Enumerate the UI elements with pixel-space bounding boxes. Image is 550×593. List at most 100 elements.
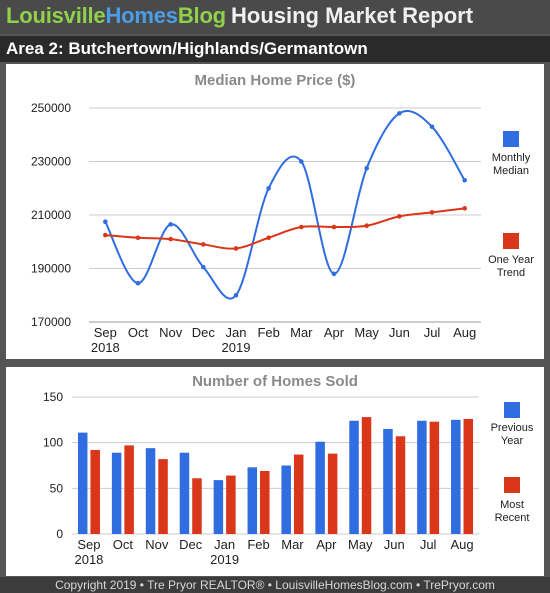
x-tick-label: Nov: [145, 537, 169, 552]
x-tick-label: Nov: [159, 325, 183, 340]
x-tick-label: Jan: [214, 537, 235, 552]
x-tick-label: Jun: [384, 537, 405, 552]
bar-previous-year: [247, 467, 258, 534]
data-point: [135, 280, 141, 286]
x-tick-label: Sep: [94, 325, 117, 340]
bar-most-recent: [463, 418, 474, 534]
bar-most-recent: [90, 449, 100, 534]
data-point: [135, 235, 141, 241]
data-point: [201, 242, 206, 247]
chart-title: Number of Homes Sold: [192, 373, 358, 390]
x-tick-label: Apr: [324, 325, 345, 340]
header-bar: [0, 0, 550, 34]
y-tick-label: 150: [43, 390, 63, 404]
data-point: [462, 206, 467, 211]
x-tick-label: Oct: [128, 325, 149, 340]
x-tick-label: May: [348, 537, 373, 552]
bar-most-recent: [260, 470, 270, 534]
bar-most-recent: [361, 417, 372, 534]
legend-label-monthly-median: Monthly Median: [492, 152, 531, 177]
data-point: [299, 224, 304, 230]
legend-label-previous-year: Previous Year: [491, 422, 534, 447]
x-tick-label: Sep: [77, 537, 100, 552]
area-title: Area 2: Butchertown/Highlands/Germantown: [6, 39, 368, 58]
brand-part-louisville: Louisville: [6, 3, 106, 28]
median-price-chart: Median Home Price ($) 170000 190000 210000…: [31, 72, 534, 355]
area-band: [0, 36, 550, 62]
bar-previous-year: [179, 452, 190, 534]
brand-part-homes: Homes: [105, 3, 178, 28]
data-point: [103, 219, 108, 224]
data-point: [364, 223, 369, 229]
x-tick-label: Apr: [316, 537, 337, 552]
series-line-0: [104, 109, 466, 300]
x-tick-label: Jan: [226, 325, 247, 340]
x-tick-label: Jun: [389, 325, 410, 340]
x-tick-label: Mar: [290, 325, 313, 340]
bar-previous-year: [213, 480, 224, 534]
bar-previous-year: [77, 432, 88, 534]
y-tick-label: 170000: [31, 315, 71, 329]
data-point: [429, 210, 435, 215]
footer: Copyright 2019 • Tre Pryor REALTOR® • Lo…: [0, 577, 550, 593]
bar-previous-year: [111, 452, 122, 534]
y-tick-label: 190000: [31, 262, 71, 276]
x-tick-label: Mar: [281, 537, 304, 552]
y-tick-label: 100: [43, 436, 63, 450]
data-point: [429, 124, 435, 130]
data-point: [103, 232, 108, 238]
data-point: [233, 292, 239, 298]
bar-previous-year: [451, 419, 461, 534]
bar-previous-year: [145, 448, 156, 534]
chart-title: Median Home Price ($): [195, 72, 356, 89]
bar-most-recent: [293, 454, 304, 534]
y-tick-label: 50: [50, 481, 64, 495]
x-tick-label: Jul: [420, 537, 437, 552]
bar-most-recent: [429, 421, 440, 534]
y-tick-label: 230000: [31, 155, 71, 169]
data-point: [168, 236, 173, 242]
legend-swatch-monthly-median: [503, 131, 519, 147]
x-year-label: 2018: [91, 340, 120, 355]
legend-swatch-most-recent: [504, 477, 520, 493]
x-tick-label: May: [354, 325, 379, 340]
bar-previous-year: [315, 441, 325, 534]
x-tick-label: Feb: [257, 325, 279, 340]
y-tick-label: 250000: [31, 101, 71, 115]
brand-logo: LouisvilleHomesBlog: [6, 3, 226, 29]
bar-most-recent: [192, 478, 202, 534]
bar-most-recent: [124, 445, 134, 534]
data-point: [266, 235, 271, 241]
x-year-label: 2018: [74, 552, 103, 567]
data-point: [462, 177, 467, 183]
x-tick-label: Jul: [424, 325, 441, 340]
x-tick-label: Dec: [192, 325, 216, 340]
data-point: [364, 165, 369, 171]
data-point: [331, 271, 337, 277]
legend-swatch-one-year-trend: [503, 233, 519, 249]
legend-label-most-recent: Most Recent: [495, 499, 530, 524]
legend-label-one-year-trend: One Year Trend: [488, 254, 534, 279]
bar-most-recent: [158, 459, 168, 534]
data-point: [397, 111, 402, 116]
bar-most-recent: [395, 436, 406, 534]
x-tick-label: Aug: [453, 325, 476, 340]
x-tick-label: Aug: [450, 537, 473, 552]
median-price-panel: Median Home Price ($) 170000 190000 210000…: [6, 64, 544, 359]
x-tick-label: Oct: [113, 537, 134, 552]
bar-previous-year: [349, 420, 359, 534]
data-point: [397, 214, 402, 219]
data-point: [168, 222, 173, 227]
data-point: [331, 224, 337, 230]
series-line-1: [105, 207, 465, 250]
data-point: [201, 264, 206, 270]
y-tick-label: 210000: [31, 208, 71, 222]
bar-most-recent: [327, 453, 338, 534]
brand-part-blog: Blog: [177, 3, 226, 28]
bar-previous-year: [281, 465, 291, 534]
data-point: [299, 159, 304, 164]
data-point: [266, 185, 271, 191]
x-tick-label: Dec: [179, 537, 203, 552]
y-tick-label: 0: [56, 527, 63, 541]
